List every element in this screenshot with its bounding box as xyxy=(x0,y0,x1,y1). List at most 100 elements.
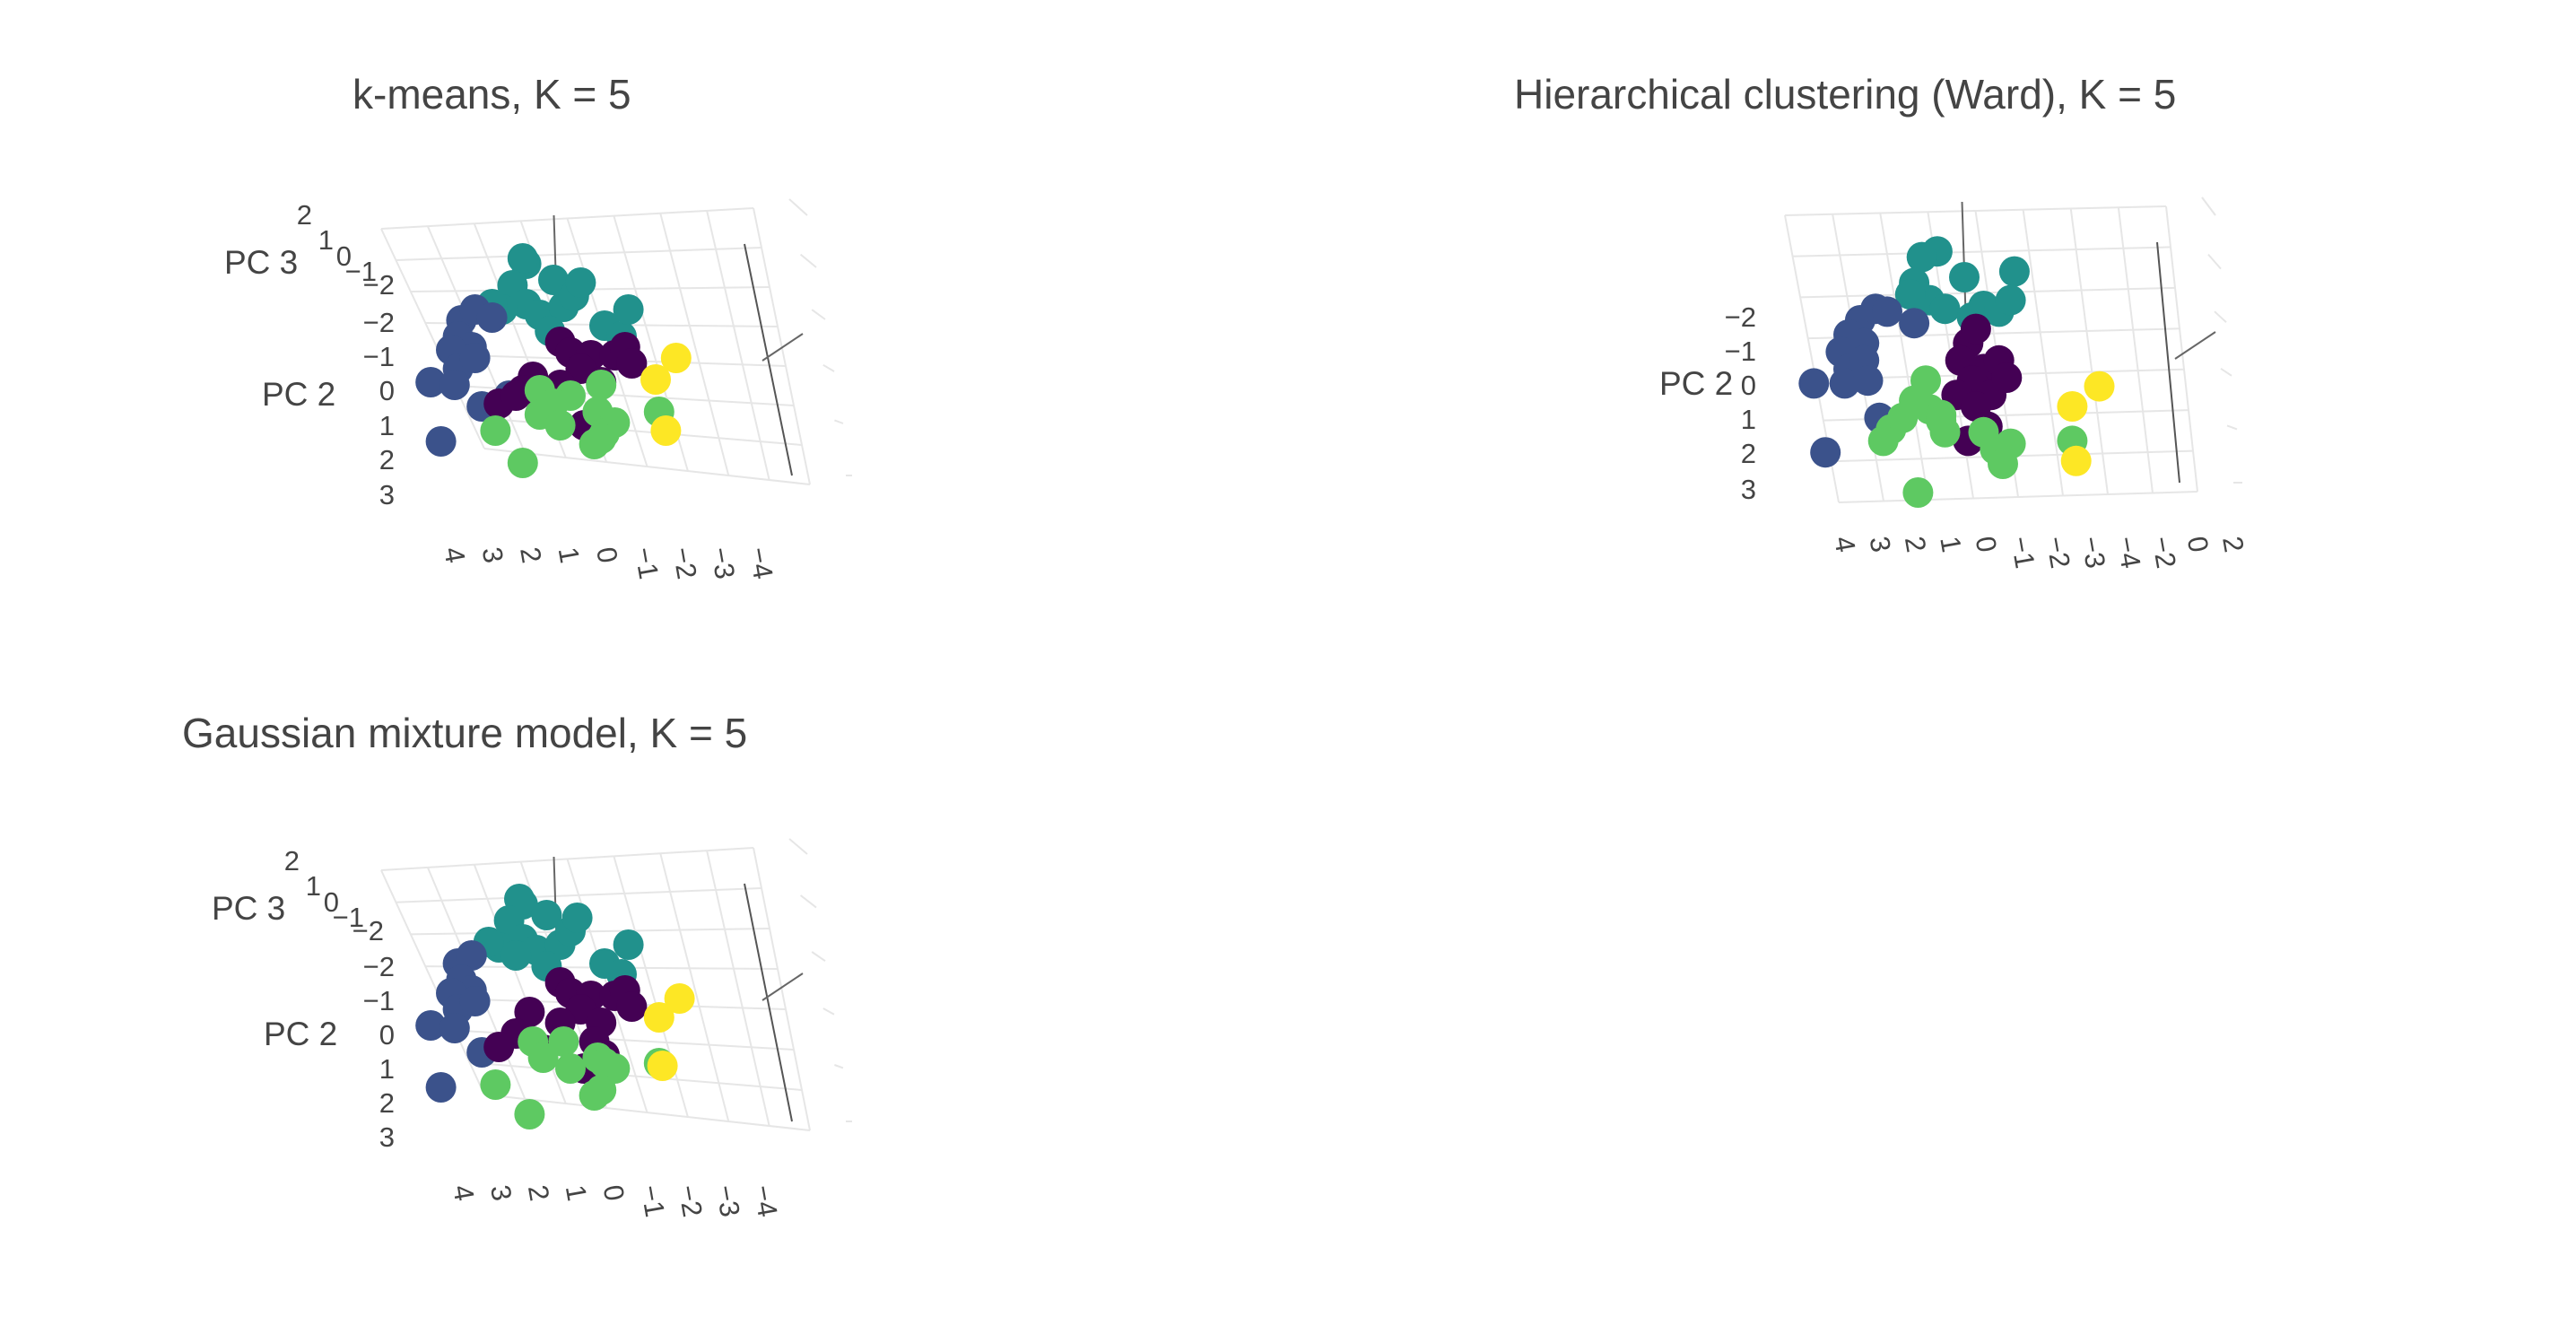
data-point xyxy=(425,1072,457,1103)
data-points xyxy=(415,884,695,1129)
grid-line-horizontal xyxy=(469,416,803,446)
data-point xyxy=(1867,425,1899,457)
data-point xyxy=(613,929,644,960)
tick-label-x: 2 xyxy=(522,1182,555,1203)
grid-line-horizontal xyxy=(1784,205,2167,216)
tick-label-y: 2 xyxy=(379,1087,395,1119)
data-point xyxy=(439,370,470,400)
tick-label-x: −1 xyxy=(634,1182,671,1219)
data-point xyxy=(565,267,596,298)
grid-line-side xyxy=(811,951,826,963)
data-point xyxy=(589,1048,620,1078)
data-point xyxy=(650,415,682,446)
grid-line-side xyxy=(2220,367,2232,377)
tick-label-y: −2 xyxy=(363,307,395,338)
data-point xyxy=(1960,313,1991,345)
tick-label-z: 1 xyxy=(318,224,334,256)
data-point xyxy=(1829,368,1860,399)
grid-line-vertical xyxy=(380,869,485,1095)
data-point xyxy=(514,1099,545,1129)
axis-title-pc2: PC 2 xyxy=(262,376,335,413)
tick-label-y: −2 xyxy=(363,951,395,982)
axis-title-pc2: PC 2 xyxy=(264,1016,337,1052)
data-point xyxy=(1902,477,1934,508)
tick-label-z: −1 xyxy=(333,902,364,933)
grid-line-side xyxy=(2207,253,2222,270)
data-point xyxy=(647,1051,678,1081)
data-point xyxy=(561,903,593,933)
tick-label-x: 3 xyxy=(476,545,509,565)
tick-label-x: 2 xyxy=(2216,534,2250,554)
data-point xyxy=(616,991,648,1022)
tick-label-z: 2 xyxy=(297,199,312,231)
grid-line-horizontal xyxy=(469,1061,803,1091)
data-point xyxy=(586,1075,617,1105)
data-point xyxy=(538,265,569,295)
grid-line-horizontal xyxy=(410,928,770,936)
data-point xyxy=(1995,428,2026,459)
data-point xyxy=(1926,406,1957,436)
axis-title-pc3: PC 3 xyxy=(224,244,298,281)
data-point xyxy=(415,1010,447,1041)
tick-label-z: 0 xyxy=(324,886,339,918)
grid-line-vertical xyxy=(706,210,770,481)
data-point xyxy=(586,370,617,400)
data-point xyxy=(476,302,508,333)
tick-label-x: 0 xyxy=(1970,534,2003,554)
grid-line-side xyxy=(799,253,817,268)
data-point xyxy=(1998,256,2030,287)
grid-line-horizontal xyxy=(483,1094,811,1131)
tick-label-z: −2 xyxy=(363,269,395,301)
tick-label-x: 3 xyxy=(1863,534,1896,554)
data-point xyxy=(1991,362,2023,393)
tick-label-y: 1 xyxy=(379,1053,395,1085)
tick-label-y: 1 xyxy=(1741,404,1756,435)
grid-line-side xyxy=(799,894,817,909)
tick-label-y: 3 xyxy=(1741,474,1756,505)
data-point xyxy=(507,448,538,478)
grid-line-vertical xyxy=(2069,208,2109,495)
tick-label-x: −3 xyxy=(705,545,742,581)
tick-label-x: 1 xyxy=(1934,534,1967,554)
tick-label-x: 2 xyxy=(1899,534,1932,554)
data-point xyxy=(439,1013,470,1043)
tick-label-x: −2 xyxy=(666,545,703,581)
data-point xyxy=(586,423,617,454)
data-point xyxy=(507,243,538,274)
tick-label-x: −4 xyxy=(2110,534,2147,571)
grid-line-vertical xyxy=(1879,213,1929,501)
data-point xyxy=(660,343,692,373)
data-point xyxy=(1995,284,2026,316)
data-point xyxy=(555,1053,586,1084)
tick-label-y: 2 xyxy=(379,444,395,475)
data-point xyxy=(544,410,576,440)
tick-label-y: 0 xyxy=(379,1019,395,1051)
grid-line-side xyxy=(822,363,835,372)
tick-label-z: 0 xyxy=(336,240,352,272)
data-point xyxy=(459,343,491,373)
data-point xyxy=(459,986,491,1016)
data-point xyxy=(616,348,648,379)
tick-label-z: 2 xyxy=(284,845,300,877)
grid-line-horizontal xyxy=(380,847,754,871)
tick-label-y: −2 xyxy=(1725,301,1756,333)
data-point xyxy=(480,1069,511,1100)
tick-label-x: −3 xyxy=(2076,534,2112,571)
tick-label-y: 0 xyxy=(379,375,395,406)
data-point xyxy=(1894,279,1926,310)
grid-line-horizontal xyxy=(1838,491,2198,503)
data-point xyxy=(2084,371,2115,402)
data-point xyxy=(531,900,562,930)
tick-label-x: 4 xyxy=(1828,534,1861,554)
data-point xyxy=(1949,262,1980,292)
tick-label-y: 3 xyxy=(379,479,395,510)
grid-line-vertical xyxy=(2117,207,2154,493)
tick-label-x: 2 xyxy=(514,545,547,565)
data-point xyxy=(1872,296,1902,327)
grid-line-horizontal xyxy=(483,448,811,485)
grid-line-vertical xyxy=(753,847,811,1131)
